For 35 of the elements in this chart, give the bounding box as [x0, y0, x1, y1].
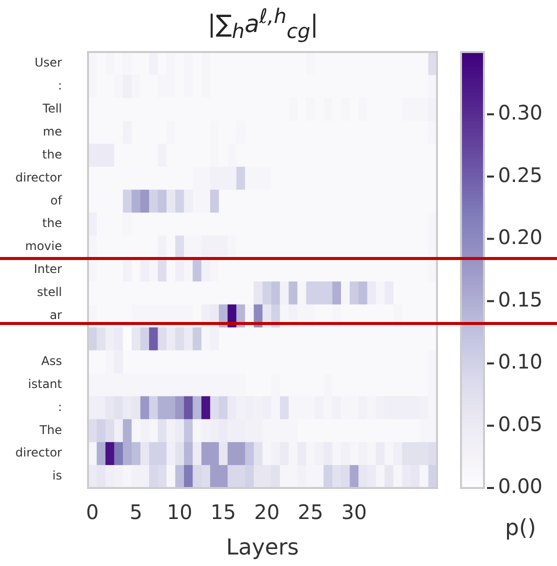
y-tick-label: me: [42, 124, 62, 138]
y-tick-label: director: [15, 446, 62, 460]
y-tick-label: of: [50, 193, 63, 208]
y-tick-label: is: [52, 468, 62, 483]
y-tick-label: the: [42, 147, 62, 162]
y-tick-label: the: [42, 216, 62, 230]
y-tick-label: Inter: [34, 262, 62, 276]
x-tick-label: 20: [254, 500, 280, 524]
y-tick-label: istant: [28, 376, 62, 391]
y-tick-label: :: [58, 400, 62, 414]
x-axis-title: Layers: [226, 536, 299, 561]
y-tick-label: stell: [36, 285, 62, 300]
color-bar-label: 0.30: [498, 100, 543, 124]
color-bar-label: 0.15: [498, 287, 543, 312]
x-tick-label: 30: [341, 500, 367, 524]
x-tick-label: 10: [166, 500, 192, 524]
y-tick-label: :: [58, 78, 62, 93]
x-tick-label: 15: [210, 500, 236, 524]
y-tick-label: ar: [50, 308, 62, 322]
chart-title: |∑$_{h}$a$^{ℓ,h}$$_{cg}$|: [206, 4, 320, 43]
y-tick-label: movie: [25, 239, 62, 254]
color-bar-label: 0.00: [498, 474, 543, 498]
color-bar-label: 0.10: [498, 350, 543, 374]
y-tick-label: Tell: [42, 101, 62, 116]
y-tick-label: The: [38, 422, 62, 437]
x-tick-label: 25: [298, 500, 324, 524]
y-tick-label: User: [34, 56, 62, 70]
color-bar-label: 0.20: [498, 225, 543, 250]
x-tick-label: 5: [130, 500, 142, 524]
color-bar-title: p(): [505, 516, 536, 541]
y-tick-label: Ass: [41, 354, 62, 368]
y-tick-label: director: [15, 170, 62, 184]
color-bar-label: 0.25: [498, 162, 543, 187]
color-bar-label: 0.05: [498, 412, 543, 436]
x-tick-label: 0: [86, 500, 99, 524]
